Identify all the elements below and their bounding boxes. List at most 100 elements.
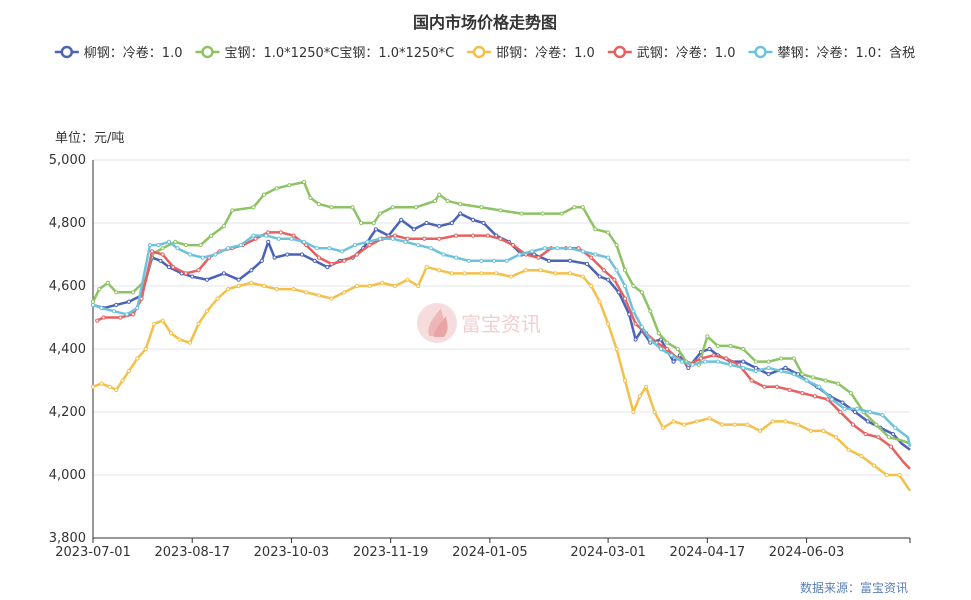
data-point — [728, 362, 733, 367]
series-line-2 — [92, 265, 912, 492]
data-point — [367, 283, 372, 289]
data-point — [147, 242, 153, 248]
data-point — [390, 205, 395, 210]
data-point — [597, 274, 602, 279]
data-point — [665, 340, 670, 345]
data-point — [834, 435, 839, 440]
data-point — [648, 309, 653, 314]
data-point — [580, 274, 585, 279]
data-point — [485, 233, 490, 238]
data-point — [316, 255, 321, 260]
data-point — [177, 337, 182, 342]
data-point — [492, 258, 497, 263]
data-point — [593, 227, 598, 232]
data-point — [354, 283, 359, 289]
data-point — [437, 268, 442, 273]
data-point — [660, 425, 666, 430]
data-point — [874, 422, 879, 427]
data-point — [287, 183, 292, 188]
data-point — [437, 236, 442, 241]
watermark-text: 富宝资讯 — [461, 312, 541, 336]
data-point — [690, 362, 695, 367]
data-point — [783, 419, 788, 424]
legend-label: 柳钢：冷卷：1.0 — [84, 45, 183, 61]
data-point — [711, 353, 716, 358]
data-point — [523, 268, 528, 273]
data-point — [422, 236, 427, 241]
data-point — [124, 312, 129, 317]
legend-item-2[interactable]: 邯钢：冷卷：1.0 — [467, 45, 595, 61]
y-tick-label: 4,600 — [49, 279, 86, 294]
data-point — [314, 246, 319, 251]
data-point — [458, 211, 463, 216]
data-point — [715, 343, 720, 348]
data-point — [675, 346, 680, 352]
data-point — [276, 236, 281, 241]
data-point — [606, 277, 611, 282]
data-point — [542, 246, 547, 251]
data-point — [758, 428, 763, 433]
data-point — [553, 271, 558, 276]
legend-item-3[interactable]: 武钢：冷卷：1.0 — [607, 45, 736, 61]
data-point — [658, 337, 663, 342]
legend-item-4[interactable]: 攀钢：冷卷：1.0：含税 — [748, 45, 916, 61]
data-point — [530, 249, 535, 254]
data-point — [230, 208, 235, 213]
data-point — [437, 192, 442, 197]
data-point — [112, 309, 117, 314]
legend-item-0[interactable]: 柳钢：冷卷：1.0 — [54, 45, 183, 61]
axes: 3,800 4,000 4,200 4,400 4,600 4,800 5,000 2023-… — [49, 153, 911, 560]
data-point — [648, 337, 653, 342]
data-point — [289, 236, 294, 241]
data-point — [143, 346, 148, 352]
data-point — [644, 384, 649, 389]
data-point — [213, 252, 218, 257]
data-point — [411, 227, 416, 232]
data-point — [821, 428, 826, 433]
data-point — [327, 246, 332, 251]
data-point — [449, 220, 454, 226]
data-point — [745, 422, 750, 427]
data-point — [378, 236, 383, 241]
data-point — [432, 198, 438, 204]
data-point — [120, 378, 125, 383]
data-point — [853, 409, 858, 415]
data-point — [171, 265, 176, 270]
grid-lines — [93, 159, 910, 476]
data-point — [614, 268, 619, 273]
data-point — [540, 211, 545, 216]
data-point — [285, 252, 290, 257]
legend-label: 宝钢：1.0*1250*C宝钢：1.0*1250*C — [225, 46, 455, 61]
series-lines — [90, 179, 912, 492]
data-point — [204, 309, 210, 314]
data-point — [614, 242, 619, 248]
data-point — [371, 220, 376, 226]
data-point — [342, 258, 347, 263]
data-point — [631, 309, 636, 314]
data-point — [158, 258, 163, 263]
x-tick-label: 2024-01-05 — [452, 545, 528, 560]
data-point — [131, 290, 136, 295]
y-tick-label: 4,400 — [49, 342, 86, 357]
data-point — [302, 179, 307, 185]
legend-item-1[interactable]: 宝钢：1.0*1250*C宝钢：1.0*1250*C — [195, 45, 455, 61]
watermark-logo: 富宝资讯 — [417, 303, 541, 343]
data-point — [365, 239, 370, 244]
y-tick-label: 4,800 — [49, 216, 86, 231]
data-point — [633, 321, 638, 326]
data-point — [779, 368, 784, 374]
data-point — [715, 359, 720, 364]
data-point — [741, 346, 746, 352]
data-point — [863, 431, 868, 437]
data-point — [597, 299, 602, 304]
data-point — [405, 236, 410, 241]
legend-marker-icon — [60, 45, 74, 59]
data-point — [259, 258, 264, 263]
data-point — [494, 271, 499, 276]
data-point — [891, 431, 896, 437]
x-tick-label: 2023-08-17 — [154, 545, 230, 560]
data-point — [329, 261, 334, 267]
data-point — [236, 283, 241, 289]
data-point — [749, 378, 754, 383]
